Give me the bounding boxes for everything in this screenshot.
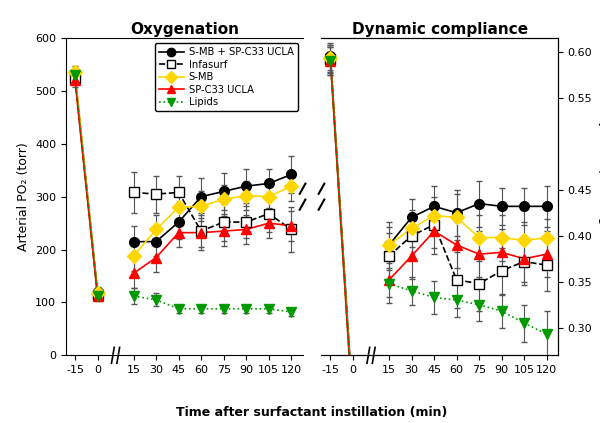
Y-axis label: Arterial PO₂ (torr): Arterial PO₂ (torr) [17,142,29,251]
Legend: S-MB + SP-C33 UCLA, Infasurf, S-MB, SP-C33 UCLA, Lipids: S-MB + SP-C33 UCLA, Infasurf, S-MB, SP-C… [155,43,298,111]
Title: Dynamic compliance: Dynamic compliance [352,22,528,37]
Title: Oxygenation: Oxygenation [130,22,239,37]
Text: Time after surfactant instillation (min): Time after surfactant instillation (min) [176,406,448,419]
Y-axis label: Dyn Compl (ml/kg/cm H₂O): Dyn Compl (ml/kg/cm H₂O) [598,112,600,281]
